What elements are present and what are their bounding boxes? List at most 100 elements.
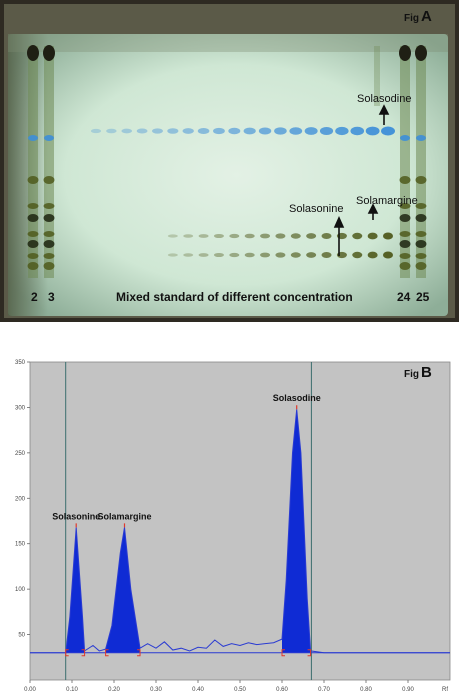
solasodine-band <box>416 135 426 141</box>
plate-surface <box>8 34 448 316</box>
sample-band <box>415 214 427 222</box>
standard-solamargine-band <box>167 253 178 257</box>
standard-solasonine-band <box>183 234 194 238</box>
sample-band <box>27 262 39 270</box>
standard-solasonine-band <box>198 234 209 238</box>
sample-band <box>399 262 411 270</box>
x-tick-label: 0.90 <box>402 687 414 693</box>
standard-solamargine-band <box>213 252 224 258</box>
origin-spot <box>27 45 39 61</box>
sample-band <box>415 203 427 209</box>
standard-solasonine-band <box>290 233 301 239</box>
standard-solamargine-band <box>306 252 317 258</box>
y-tick-label: 250 <box>15 451 26 457</box>
peak-boundary-marker <box>307 649 312 657</box>
y-tick-label: 50 <box>18 633 25 639</box>
sample-band <box>415 262 427 270</box>
standard-solasodine-band <box>304 127 318 135</box>
solasodine-band <box>28 135 38 141</box>
standard-solamargine-band <box>321 252 332 258</box>
sample-band <box>27 253 39 259</box>
x-tick-label: 0.10 <box>66 687 78 693</box>
sample-band <box>399 253 411 259</box>
origin-spot <box>415 45 427 61</box>
sample-band <box>27 176 39 184</box>
standard-solamargine-band <box>383 251 393 259</box>
standard-solasonine-band <box>383 232 393 240</box>
peak-boundary-marker <box>105 649 109 657</box>
standard-solasonine-band <box>275 233 286 239</box>
peak-boundary-marker <box>81 649 86 657</box>
plot-area <box>29 361 451 681</box>
standard-solasodine-band <box>243 127 256 135</box>
tlc-lanes <box>27 45 427 278</box>
standard-solasodine-band <box>136 128 148 134</box>
sample-band <box>415 253 427 259</box>
peak-area <box>65 527 85 653</box>
y-tick-label: 100 <box>15 587 26 593</box>
sample-lane <box>44 46 54 278</box>
lane-label-25: 25 <box>416 290 430 304</box>
lane-label-2: 2 <box>31 290 38 304</box>
standard-solasodine-band <box>182 128 194 134</box>
solasonine-label: Solasonine <box>289 203 343 215</box>
standard-solasodine-band <box>381 126 395 136</box>
standard-solamargine-band <box>198 253 209 257</box>
x-unit-label: Rf <box>442 687 448 693</box>
x-tick-label: 0.20 <box>108 687 120 693</box>
sample-band <box>415 231 427 237</box>
sample-lane <box>416 46 426 278</box>
x-axis: 0.00 0.10 0.20 0.30 0.40 0.50 0.60 0.70 0.80 0.90 <box>24 680 414 693</box>
standard-solasonine-band <box>367 232 378 240</box>
annotation-arrows <box>333 104 390 256</box>
standard-solamargine-band <box>183 253 194 257</box>
x-tick-label: 0.80 <box>360 687 372 693</box>
standard-solasodine-band <box>335 126 349 136</box>
y-tick-label: 350 <box>15 360 26 366</box>
sample-band <box>415 176 427 184</box>
peak-label: Solasonine <box>52 511 100 521</box>
origin-spot <box>43 45 55 61</box>
densitogram-chart: 50 100 150 200 250 300 350 0.00 0.10 0.20 0.30 0.4… <box>0 356 459 694</box>
tlc-plate-figure: Solasodine Solasonine Solamargine Fig A 2… <box>0 0 459 322</box>
peak-boundary-marker <box>65 649 69 657</box>
standard-solamargine-band <box>260 252 271 258</box>
standard-solamargine-band <box>229 252 240 258</box>
standard-solasodine-band <box>319 127 334 135</box>
solasodine-band <box>400 135 410 141</box>
solasodine-label: Solasodine <box>357 93 411 105</box>
sample-band <box>43 214 55 222</box>
lane-label-24: 24 <box>397 290 411 304</box>
x-tick-label: 0.70 <box>318 687 330 693</box>
lane-label-3: 3 <box>48 290 55 304</box>
y-tick-label: 200 <box>15 496 26 502</box>
sample-band <box>399 240 411 248</box>
standard-solasodine-band <box>121 128 133 134</box>
x-tick-label: 0.40 <box>192 687 204 693</box>
standard-solasodine-band <box>90 128 102 134</box>
x-tick-label: 0.50 <box>234 687 246 693</box>
sample-band <box>27 203 39 209</box>
standard-solasonine-band <box>213 233 224 239</box>
sample-band <box>43 176 55 184</box>
sample-band <box>399 176 411 184</box>
solamargine-label: Solamargine <box>356 195 418 207</box>
solvent-front-lines <box>65 362 312 680</box>
peak-label: Solamargine <box>97 511 151 521</box>
peak-boundary-marker <box>137 649 141 657</box>
sample-band <box>27 240 39 248</box>
standard-solamargine-band <box>367 251 378 259</box>
y-tick-label: 150 <box>15 542 26 548</box>
origin-spot <box>399 45 411 61</box>
standard-solasonine-band <box>352 232 363 240</box>
sample-band <box>43 203 55 209</box>
standard-solasodine-band <box>258 127 272 135</box>
standard-solasonine-band <box>306 233 317 239</box>
standard-solasodine-band <box>213 127 225 135</box>
sample-band <box>43 253 55 259</box>
peak-area <box>105 527 141 653</box>
y-tick-label: 300 <box>15 405 26 411</box>
standard-solamargine-band <box>352 251 363 259</box>
standard-solamargine-band <box>275 252 286 258</box>
